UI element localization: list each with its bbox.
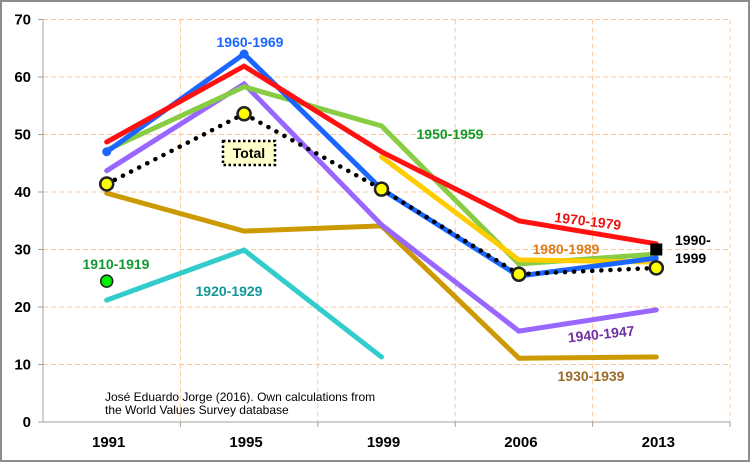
y-tick-labels: 0 10 20 30 40 50 60 70 xyxy=(14,12,31,432)
total-label-bg xyxy=(221,139,277,167)
y-tick-label: 50 xyxy=(14,127,31,144)
point-1960-1969 xyxy=(239,49,249,59)
series-line-1940-1947 xyxy=(104,80,659,334)
x-tick-label: 1995 xyxy=(229,434,262,451)
y-tick-label: 10 xyxy=(14,357,31,374)
label-1910-1919: 1910-1919 xyxy=(83,256,150,272)
label-1990-1999-line2: 1999 xyxy=(675,250,706,266)
x-tick-label: 2013 xyxy=(642,434,675,451)
series-line-1950-1959 xyxy=(104,84,659,267)
gridlines xyxy=(43,19,731,422)
y-tick-label: 30 xyxy=(14,242,31,259)
point-1910-1919 xyxy=(99,274,114,288)
x-tick-label: 1999 xyxy=(367,434,400,451)
total-label-box: Total xyxy=(221,139,277,167)
series-line-1980-1989 xyxy=(379,154,659,265)
label-1960-1969: 1960-1969 xyxy=(217,34,284,50)
y-tick-label: 60 xyxy=(14,69,31,86)
total-label: Total xyxy=(233,145,265,161)
label-1990-1999-line1: 1990- xyxy=(675,232,711,248)
series-line-1970-1979 xyxy=(104,63,659,247)
x-tick-label: 1991 xyxy=(92,434,125,451)
point-total xyxy=(373,181,390,197)
label-1920-1929: 1920-1929 xyxy=(196,283,263,299)
point-1990-1999 xyxy=(650,243,663,256)
axes xyxy=(38,19,731,427)
point-total xyxy=(648,260,665,276)
point-total xyxy=(511,266,527,282)
label-1940-1947: 1940-1947 xyxy=(567,323,635,346)
x-tick-label: 2006 xyxy=(504,434,537,451)
y-tick-label: 0 xyxy=(23,414,31,431)
y-tick-label: 40 xyxy=(14,184,31,201)
label-1930-1939: 1930-1939 xyxy=(558,368,625,384)
series-line-1920-1929 xyxy=(104,247,384,360)
series-lines xyxy=(104,50,659,361)
point-total xyxy=(236,106,252,122)
point-1960-1969 xyxy=(102,147,112,157)
x-tick-labels: 1991 1995 1999 2006 2013 xyxy=(92,434,675,451)
y-tick-label: 70 xyxy=(14,12,31,29)
label-1950-1959: 1950-1959 xyxy=(417,126,484,142)
source-note-line2: the World Values Survey database xyxy=(105,403,289,417)
point-total xyxy=(98,176,115,192)
y-tick-label: 20 xyxy=(14,299,31,316)
series-markers xyxy=(98,49,665,288)
source-note-line1: José Eduardo Jorge (2016). Own calculati… xyxy=(105,390,375,404)
label-1980-1989: 1980-1989 xyxy=(533,241,600,257)
